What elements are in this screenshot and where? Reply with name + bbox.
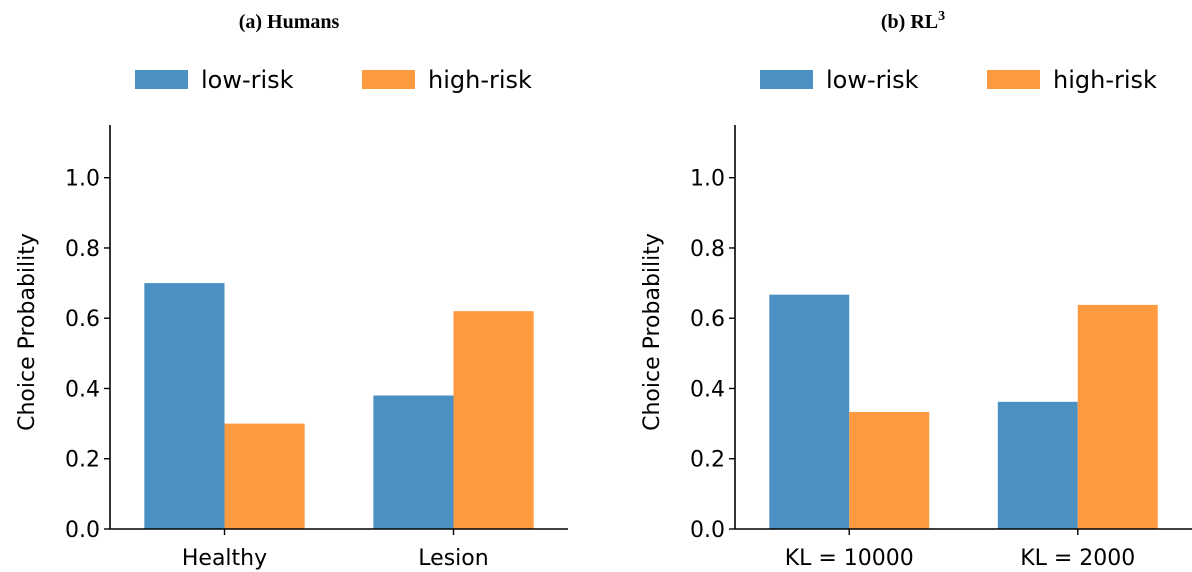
- legend-label-low-risk: low-risk: [826, 66, 919, 94]
- bar-high-risk-0: [224, 423, 305, 529]
- chart-panel-humans: (a) Humans low-risk high-risk Healthy Lesion…: [15, 11, 568, 571]
- y-tick-label: 0.2: [65, 448, 100, 473]
- chart-title-superscript: 3: [938, 9, 945, 24]
- chart-title: (a) Humans: [239, 11, 340, 33]
- x-tick-label: Lesion: [418, 546, 488, 571]
- legend-swatch-low-risk: [760, 70, 813, 89]
- bars: [769, 294, 1158, 529]
- legend-swatch-high-risk: [362, 70, 415, 89]
- bar-low-risk-0: [769, 294, 850, 529]
- y-tick-label: 0.8: [65, 237, 100, 262]
- y-tick-label: 0.0: [65, 518, 100, 543]
- y-tick-label: 1.0: [690, 167, 725, 192]
- legend: low-risk high-risk: [760, 66, 1157, 94]
- y-axis-label: Choice Probability: [15, 233, 40, 431]
- y-tick-label: 1.0: [65, 167, 100, 192]
- y-tick-label: 0.8: [690, 237, 725, 262]
- bar-high-risk-1: [1077, 304, 1158, 529]
- legend-label-high-risk: high-risk: [1053, 66, 1157, 94]
- y-tick-label: 0.6: [65, 307, 100, 332]
- bars: [144, 283, 534, 529]
- y-tick-label: 0.2: [690, 448, 725, 473]
- bar-high-risk-0: [849, 412, 930, 529]
- legend-label-high-risk: high-risk: [428, 66, 532, 94]
- y-tick-label: 0.0: [690, 518, 725, 543]
- y-tick-label: 0.4: [65, 377, 100, 402]
- bar-high-risk-1: [453, 311, 534, 529]
- x-tick-label: Healthy: [182, 546, 267, 571]
- bar-low-risk-1: [997, 401, 1078, 529]
- legend-swatch-high-risk: [987, 70, 1040, 89]
- chart-title: (b) RL3: [881, 9, 945, 33]
- legend-label-low-risk: low-risk: [201, 66, 294, 94]
- y-axis-label: Choice Probability: [640, 233, 665, 431]
- legend-swatch-low-risk: [135, 70, 188, 89]
- chart-panel-rl3: (b) RL3 low-risk high-risk KL = 10000 KL = 2…: [640, 9, 1192, 571]
- x-tick-label: KL = 10000: [785, 546, 914, 571]
- y-tick-label: 0.4: [690, 377, 725, 402]
- bar-low-risk-0: [144, 283, 225, 529]
- y-tick-label: 0.6: [690, 307, 725, 332]
- bar-low-risk-1: [373, 395, 454, 529]
- legend: low-risk high-risk: [135, 66, 532, 94]
- x-tick-label: KL = 2000: [1020, 546, 1135, 571]
